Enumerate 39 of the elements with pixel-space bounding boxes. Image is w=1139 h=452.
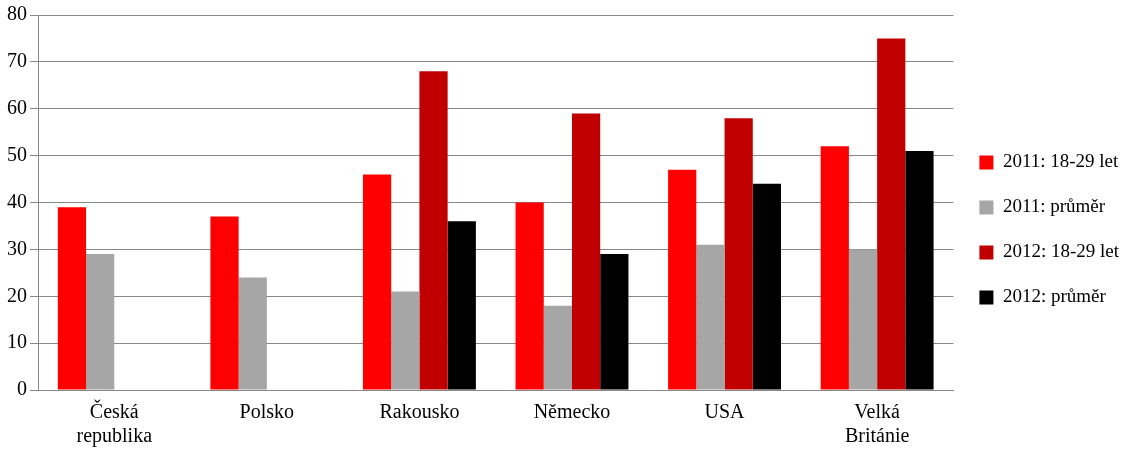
y-tick-label: 80 [7, 2, 27, 25]
bar [905, 150, 934, 390]
x-tick-label: Německo [533, 400, 611, 423]
y-tick-label: 60 [7, 96, 27, 118]
bar [571, 113, 601, 390]
bar [848, 249, 878, 390]
y-tick-label: 70 [7, 49, 27, 72]
bar [543, 305, 572, 390]
bar [668, 169, 697, 390]
legend-label: 2011: 18-29 let [1002, 150, 1120, 172]
x-tick-label: USA [704, 400, 746, 423]
y-tick-label: 10 [7, 330, 27, 353]
bar [724, 118, 753, 390]
bar [391, 291, 420, 390]
bar [877, 38, 906, 390]
x-tick-label: Česká republika [76, 399, 153, 448]
bar [696, 244, 725, 390]
bar [238, 277, 267, 390]
x-tick-label: Polsko [239, 400, 295, 423]
y-tick-label: 20 [7, 283, 27, 306]
bar [752, 183, 781, 390]
bar [447, 221, 476, 390]
legend-label: 2012: průměr [1002, 285, 1107, 307]
legend-label: 2012: 18-29 let [1002, 240, 1120, 262]
x-tick-label: Rakousko [379, 400, 460, 423]
bar [820, 146, 849, 390]
bar [362, 174, 392, 390]
y-tick-label: 50 [7, 142, 27, 165]
bar [419, 71, 448, 390]
bar [515, 202, 544, 390]
y-tick-label: 40 [7, 189, 27, 212]
bar [86, 254, 115, 390]
bar [57, 207, 87, 390]
bar [210, 216, 239, 390]
x-tick-label: Velká Británie [844, 400, 910, 447]
y-tick-label: 30 [7, 236, 27, 259]
legend-label: 2011: průměr [1002, 195, 1106, 217]
bar [600, 254, 629, 390]
y-tick-label: 0 [17, 377, 27, 400]
